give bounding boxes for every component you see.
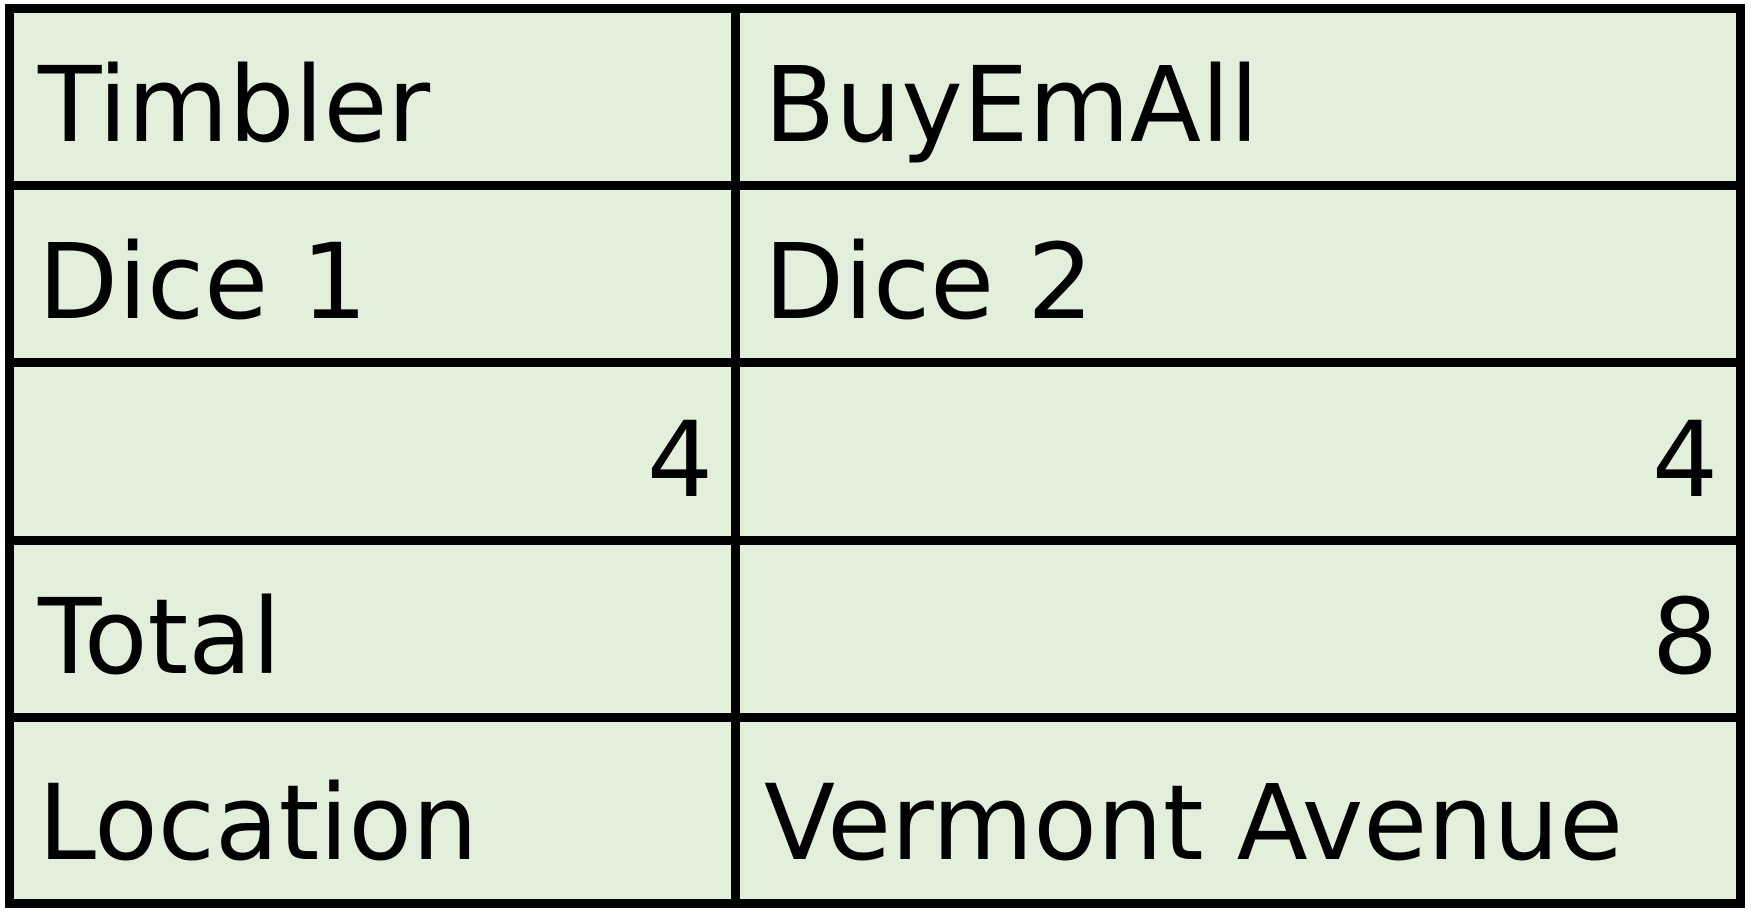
cell-text: Total <box>38 575 281 698</box>
cell-dice-1-label[interactable]: Dice 1 <box>14 190 740 368</box>
cell-player-1[interactable]: Timbler <box>14 13 740 191</box>
cell-dice-1-value[interactable]: 4 <box>14 367 740 545</box>
cell-dice-2-value[interactable]: 4 <box>740 367 1736 545</box>
cell-text: Dice 1 <box>38 221 368 344</box>
spreadsheet-range: Timbler BuyEmAll Dice 1 Dice 2 4 4 Total… <box>5 4 1745 908</box>
cell-dice-2-label[interactable]: Dice 2 <box>740 190 1736 368</box>
cell-location-value[interactable]: Vermont Avenue <box>740 722 1736 899</box>
cell-text: Dice 2 <box>764 221 1094 344</box>
cell-text: 8 <box>1651 575 1718 698</box>
cell-text: Timbler <box>38 44 431 167</box>
cell-total-label[interactable]: Total <box>14 544 740 722</box>
cell-total-value[interactable]: 8 <box>740 545 1736 722</box>
cell-text: BuyEmAll <box>764 44 1259 167</box>
cell-location-label[interactable]: Location <box>14 721 740 899</box>
cell-text: 4 <box>646 398 713 521</box>
cell-text: 4 <box>1651 398 1718 521</box>
cell-text: Vermont Avenue <box>764 761 1624 884</box>
cell-text: Location <box>38 761 478 884</box>
cell-player-2[interactable]: BuyEmAll <box>740 13 1736 191</box>
